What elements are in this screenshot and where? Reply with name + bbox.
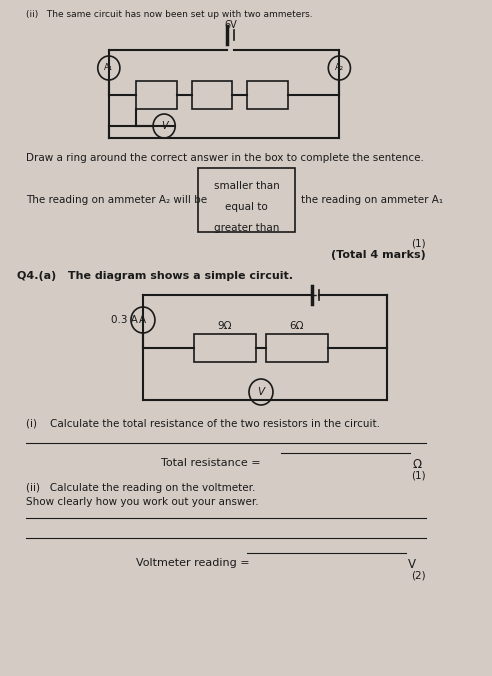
Text: greater than: greater than bbox=[214, 223, 279, 233]
Text: A₁: A₁ bbox=[104, 64, 113, 72]
Text: (1): (1) bbox=[411, 238, 426, 248]
Text: The reading on ammeter A₂ will be: The reading on ammeter A₂ will be bbox=[26, 195, 207, 205]
Text: 9Ω: 9Ω bbox=[218, 321, 232, 331]
Text: (Total 4 marks): (Total 4 marks) bbox=[331, 250, 426, 260]
Circle shape bbox=[98, 56, 120, 80]
Text: Q4.(a)   The diagram shows a simple circuit.: Q4.(a) The diagram shows a simple circui… bbox=[17, 271, 293, 281]
Text: V: V bbox=[407, 558, 416, 571]
Text: (2): (2) bbox=[411, 570, 426, 580]
Bar bbox=[136, 81, 177, 109]
Text: 6Ω: 6Ω bbox=[290, 321, 304, 331]
Text: V: V bbox=[257, 387, 265, 397]
Circle shape bbox=[249, 379, 273, 405]
Text: V: V bbox=[161, 121, 167, 131]
Text: A₂: A₂ bbox=[335, 64, 344, 72]
Circle shape bbox=[328, 56, 350, 80]
Text: (i)    Calculate the total resistance of the two resistors in the circuit.: (i) Calculate the total resistance of th… bbox=[26, 418, 380, 428]
Text: the reading on ammeter A₁: the reading on ammeter A₁ bbox=[301, 195, 443, 205]
Text: (ii)   The same circuit has now been set up with two ammeters.: (ii) The same circuit has now been set u… bbox=[26, 10, 312, 19]
Text: Draw a ring around the correct answer in the box to complete the sentence.: Draw a ring around the correct answer in… bbox=[26, 153, 424, 163]
Circle shape bbox=[153, 114, 175, 138]
Text: Ω: Ω bbox=[412, 458, 421, 471]
Text: (ii)   Calculate the reading on the voltmeter.: (ii) Calculate the reading on the voltme… bbox=[26, 483, 255, 493]
Text: Show clearly how you work out your answer.: Show clearly how you work out your answe… bbox=[26, 497, 258, 507]
Text: Voltmeter reading =: Voltmeter reading = bbox=[136, 558, 253, 568]
Bar bbox=[194, 334, 256, 362]
Bar bbox=[266, 334, 328, 362]
Text: equal to: equal to bbox=[225, 202, 268, 212]
Text: A: A bbox=[139, 315, 147, 325]
Text: Total resistance =: Total resistance = bbox=[161, 458, 265, 468]
Text: smaller than: smaller than bbox=[214, 181, 279, 191]
Text: (1): (1) bbox=[411, 470, 426, 480]
Bar bbox=[247, 81, 288, 109]
Text: 6V: 6V bbox=[224, 20, 237, 30]
Text: 0.3 A: 0.3 A bbox=[112, 315, 138, 325]
Circle shape bbox=[131, 307, 155, 333]
Bar bbox=[192, 81, 232, 109]
Bar bbox=[198, 168, 295, 232]
